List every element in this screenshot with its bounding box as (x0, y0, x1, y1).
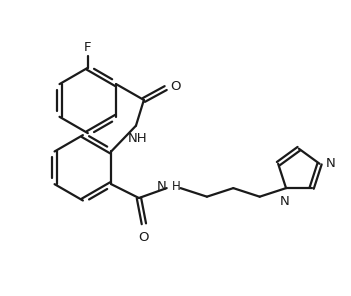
Text: N: N (157, 180, 167, 193)
Text: N: N (280, 195, 290, 208)
Text: F: F (84, 41, 92, 54)
Text: O: O (139, 231, 149, 244)
Text: N: N (325, 157, 335, 170)
Text: NH: NH (128, 132, 148, 145)
Text: H: H (172, 180, 180, 193)
Text: O: O (171, 80, 181, 93)
